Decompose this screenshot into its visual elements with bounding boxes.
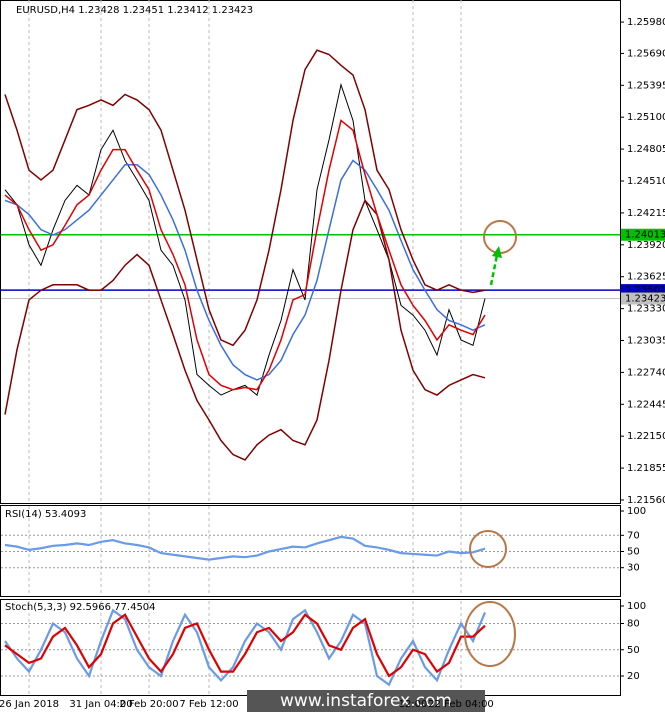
y-tick-label: 1.23920: [627, 240, 665, 251]
plot-layer: 1.25980 1.25690 1.25395 1.25100 1.24805 1.245…: [1, 0, 665, 697]
x-tick-label: 26 Jan 2018: [0, 699, 59, 710]
series-line: [4, 608, 487, 687]
x-tick-label: 7 Feb 12:00: [179, 699, 238, 710]
y-tick-label: 1.21560: [627, 495, 665, 506]
y-tick-label: 1.21855: [627, 463, 665, 474]
y-tick-label: 70: [627, 530, 640, 541]
watermark-box: [247, 690, 485, 712]
rsi-title: RSI(14) 53.4093: [5, 509, 86, 520]
series-line: [4, 199, 486, 461]
y-tick-label: 1.22445: [627, 399, 665, 410]
x-tick-label: 2 Feb 20:00: [119, 699, 178, 710]
price-label: 1.23501: [625, 285, 665, 296]
y-tick-label: 1.23330: [627, 304, 665, 315]
series-line: [4, 535, 486, 561]
y-tick-label: 1.25395: [627, 80, 665, 91]
y-tick-label: 1.24805: [627, 144, 665, 155]
annotation-circle: [469, 530, 507, 568]
series-line: [4, 613, 486, 678]
y-tick-label: 100: [627, 601, 646, 612]
y-tick-label: 1.23035: [627, 335, 665, 346]
x-tick-label: 31 Jan 04:00: [69, 699, 132, 710]
price-label-box: [621, 292, 665, 305]
stoch-title: Stoch(5,3,3) 92.5966 77.4504: [5, 602, 156, 613]
y-tick-label: 50: [627, 547, 640, 558]
series-line: [4, 49, 486, 347]
y-tick-label: 1.23625: [627, 272, 665, 283]
y-tick-label: 1.25690: [627, 48, 665, 59]
y-tick-label: 1.24510: [627, 176, 665, 187]
y-tick-label: 1.25100: [627, 112, 665, 123]
series-line: [4, 82, 486, 396]
watermark: www.instaforex.com: [280, 691, 452, 711]
x-tick-label: 22 Feb 04:00: [428, 699, 494, 710]
main-title: EURUSD,H4 1.23428 1.23451 1.23412 1.2342…: [16, 5, 253, 16]
y-tick-label: 1.24215: [627, 208, 665, 219]
arrow-head: [492, 246, 502, 258]
series-line: [4, 159, 486, 381]
annotation-circle: [464, 601, 516, 667]
y-tick-label: 50: [627, 645, 640, 656]
x-tick-label: 12:00: [399, 699, 428, 710]
y-tick-label: 1.25980: [627, 17, 665, 28]
y-tick-label: 1.22150: [627, 431, 665, 442]
main-panel: [0, 0, 621, 504]
y-tick-label: 80: [627, 619, 640, 630]
y-tick-label: 100: [627, 506, 646, 517]
y-tick-label: 1.22740: [627, 367, 665, 378]
price-label: 1.24013: [625, 230, 665, 241]
price-label-box: [621, 228, 665, 241]
arrow-shaft: [489, 254, 499, 286]
y-tick-label: 30: [627, 563, 640, 574]
series-line: [4, 119, 486, 391]
y-tick-label: 20: [627, 671, 640, 682]
price-label: 1.23423: [625, 294, 665, 305]
